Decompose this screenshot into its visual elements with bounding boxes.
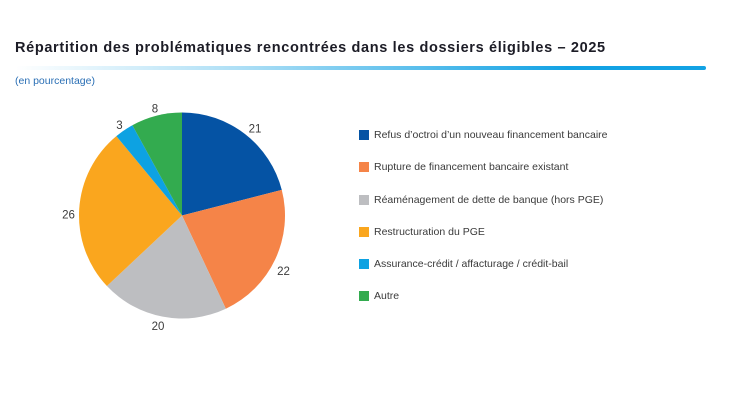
svg-text:3: 3: [116, 120, 122, 132]
svg-text:21: 21: [249, 124, 262, 136]
svg-text:20: 20: [152, 321, 165, 333]
svg-text:22: 22: [277, 266, 290, 278]
svg-text:26: 26: [62, 210, 75, 222]
svg-text:8: 8: [152, 104, 158, 116]
